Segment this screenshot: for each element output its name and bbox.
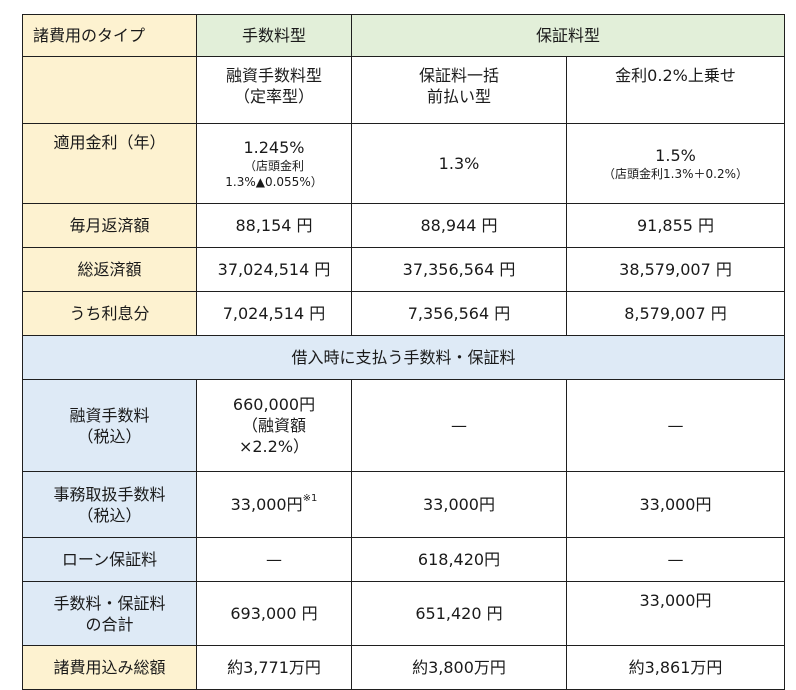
loan-fee-col2: — [351, 379, 567, 472]
header-row: 諸費用のタイプ 手数料型 保証料型 [22, 14, 786, 57]
header-corner: 諸費用のタイプ [22, 14, 197, 57]
fee-total-col2: 651,420 円 [351, 581, 567, 646]
subheader-col1-line1: 融資手数料型 [225, 66, 322, 85]
loan-fee-col1-line3: ×2.2%） [238, 437, 310, 456]
total-col2: 37,356,564 円 [351, 247, 567, 292]
rate-col3: 1.5% （店頭金利1.3%＋0.2%） [565, 123, 786, 204]
admin-fee-col1: 33,000円※1 [196, 471, 352, 538]
monthly-col2: 88,944 円 [351, 203, 567, 248]
rate-col1-main: 1.245% [243, 138, 305, 157]
header-guarantee-type: 保証料型 [350, 14, 786, 57]
guarantee-row: ローン保証料 — 618,420円 — [22, 537, 786, 582]
guarantee-col1: — [196, 537, 352, 582]
grand-total-col3: 約3,861万円 [565, 645, 786, 690]
admin-fee-col1-value: 33,000円 [230, 495, 303, 514]
header-fee-type: 手数料型 [196, 14, 352, 57]
rate-col1-note1: （店頭金利 [243, 159, 304, 173]
rate-row: 適用金利（年） 1.245% （店頭金利 1.3%▲0.055%） 1.3% 1… [22, 123, 786, 204]
rate-col1-note2: 1.3%▲0.055%） [225, 175, 323, 189]
total-col1: 37,024,514 円 [196, 247, 352, 292]
interest-col1: 7,024,514 円 [196, 291, 352, 336]
subheader-col1: 融資手数料型 （定率型） [196, 56, 352, 124]
grand-total-row: 諸費用込み総額 約3,771万円 約3,800万円 約3,861万円 [22, 645, 786, 690]
subheader-col2-line2: 前払い型 [426, 87, 491, 106]
rate-col3-main: 1.5% [655, 146, 696, 165]
grand-total-col1: 約3,771万円 [196, 645, 352, 690]
admin-fee-col3: 33,000円 [565, 471, 786, 538]
admin-fee-col2: 33,000円 [351, 471, 567, 538]
subheader-col2-line1: 保証料一括 [418, 66, 499, 85]
fee-total-col1: 693,000 円 [196, 581, 352, 646]
subheader-col2: 保証料一括 前払い型 [351, 56, 567, 124]
total-label: 総返済額 [22, 247, 197, 292]
cost-comparison-table: 諸費用のタイプ 手数料型 保証料型 融資手数料型 （定率型） 保証料一括 前払い… [21, 14, 786, 690]
fee-total-label: 手数料・保証料 の合計 [22, 581, 197, 646]
section-row: 借入時に支払う手数料・保証料 [21, 335, 786, 380]
monthly-col1: 88,154 円 [196, 203, 352, 248]
admin-fee-row: 事務取扱手数料 （税込） 33,000円※1 33,000円 33,000円 [22, 471, 786, 538]
fee-total-row: 手数料・保証料 の合計 693,000 円 651,420 円 33,000円 [22, 581, 786, 646]
monthly-row: 毎月返済額 88,154 円 88,944 円 91,855 円 [22, 203, 786, 248]
fee-total-col3: 33,000円 [565, 581, 786, 646]
rate-col2: 1.3% [351, 123, 567, 204]
subheader-col1-line2: （定率型） [233, 87, 314, 106]
admin-fee-label-line1: 事務取扱手数料 [53, 484, 166, 504]
grand-total-label: 諸費用込み総額 [22, 645, 197, 690]
fee-total-label-line2: の合計 [85, 614, 134, 634]
loan-fee-label: 融資手数料 （税込） [22, 379, 197, 472]
total-row: 総返済額 37,024,514 円 37,356,564 円 38,579,00… [22, 247, 786, 292]
grand-total-col2: 約3,800万円 [351, 645, 567, 690]
total-col3: 38,579,007 円 [565, 247, 786, 292]
guarantee-col2: 618,420円 [351, 537, 567, 582]
interest-col2: 7,356,564 円 [351, 291, 567, 336]
interest-row: うち利息分 7,024,514 円 7,356,564 円 8,579,007 … [22, 291, 786, 336]
rate-label: 適用金利（年） [22, 123, 197, 204]
guarantee-label: ローン保証料 [22, 537, 197, 582]
admin-fee-label: 事務取扱手数料 （税込） [22, 471, 197, 538]
admin-fee-footnote-mark: ※1 [302, 493, 318, 504]
interest-col3: 8,579,007 円 [565, 291, 786, 336]
loan-fee-label-line1: 融資手数料 [69, 405, 150, 425]
loan-fee-label-line2: （税込） [77, 426, 142, 446]
loan-fee-col1-line2: （融資額 [241, 416, 306, 435]
loan-fee-col3: — [565, 379, 786, 472]
loan-fee-col1-line1: 660,000円 [232, 395, 316, 414]
guarantee-col3: — [565, 537, 786, 582]
monthly-col3: 91,855 円 [565, 203, 786, 248]
monthly-label: 毎月返済額 [22, 203, 197, 248]
rate-col3-note: （店頭金利1.3%＋0.2%） [603, 167, 748, 181]
loan-fee-col1: 660,000円 （融資額 ×2.2%） [196, 379, 352, 472]
loan-fee-row: 融資手数料 （税込） 660,000円 （融資額 ×2.2%） — — [22, 379, 786, 472]
section-title: 借入時に支払う手数料・保証料 [21, 335, 786, 380]
admin-fee-label-line2: （税込） [77, 505, 142, 525]
subheader-col3: 金利0.2%上乗せ [565, 56, 786, 124]
subheader-row: 融資手数料型 （定率型） 保証料一括 前払い型 金利0.2%上乗せ [22, 56, 786, 124]
subheader-empty [22, 56, 197, 124]
interest-label: うち利息分 [22, 291, 197, 336]
rate-col1: 1.245% （店頭金利 1.3%▲0.055%） [196, 123, 352, 204]
fee-total-label-line1: 手数料・保証料 [53, 593, 166, 613]
